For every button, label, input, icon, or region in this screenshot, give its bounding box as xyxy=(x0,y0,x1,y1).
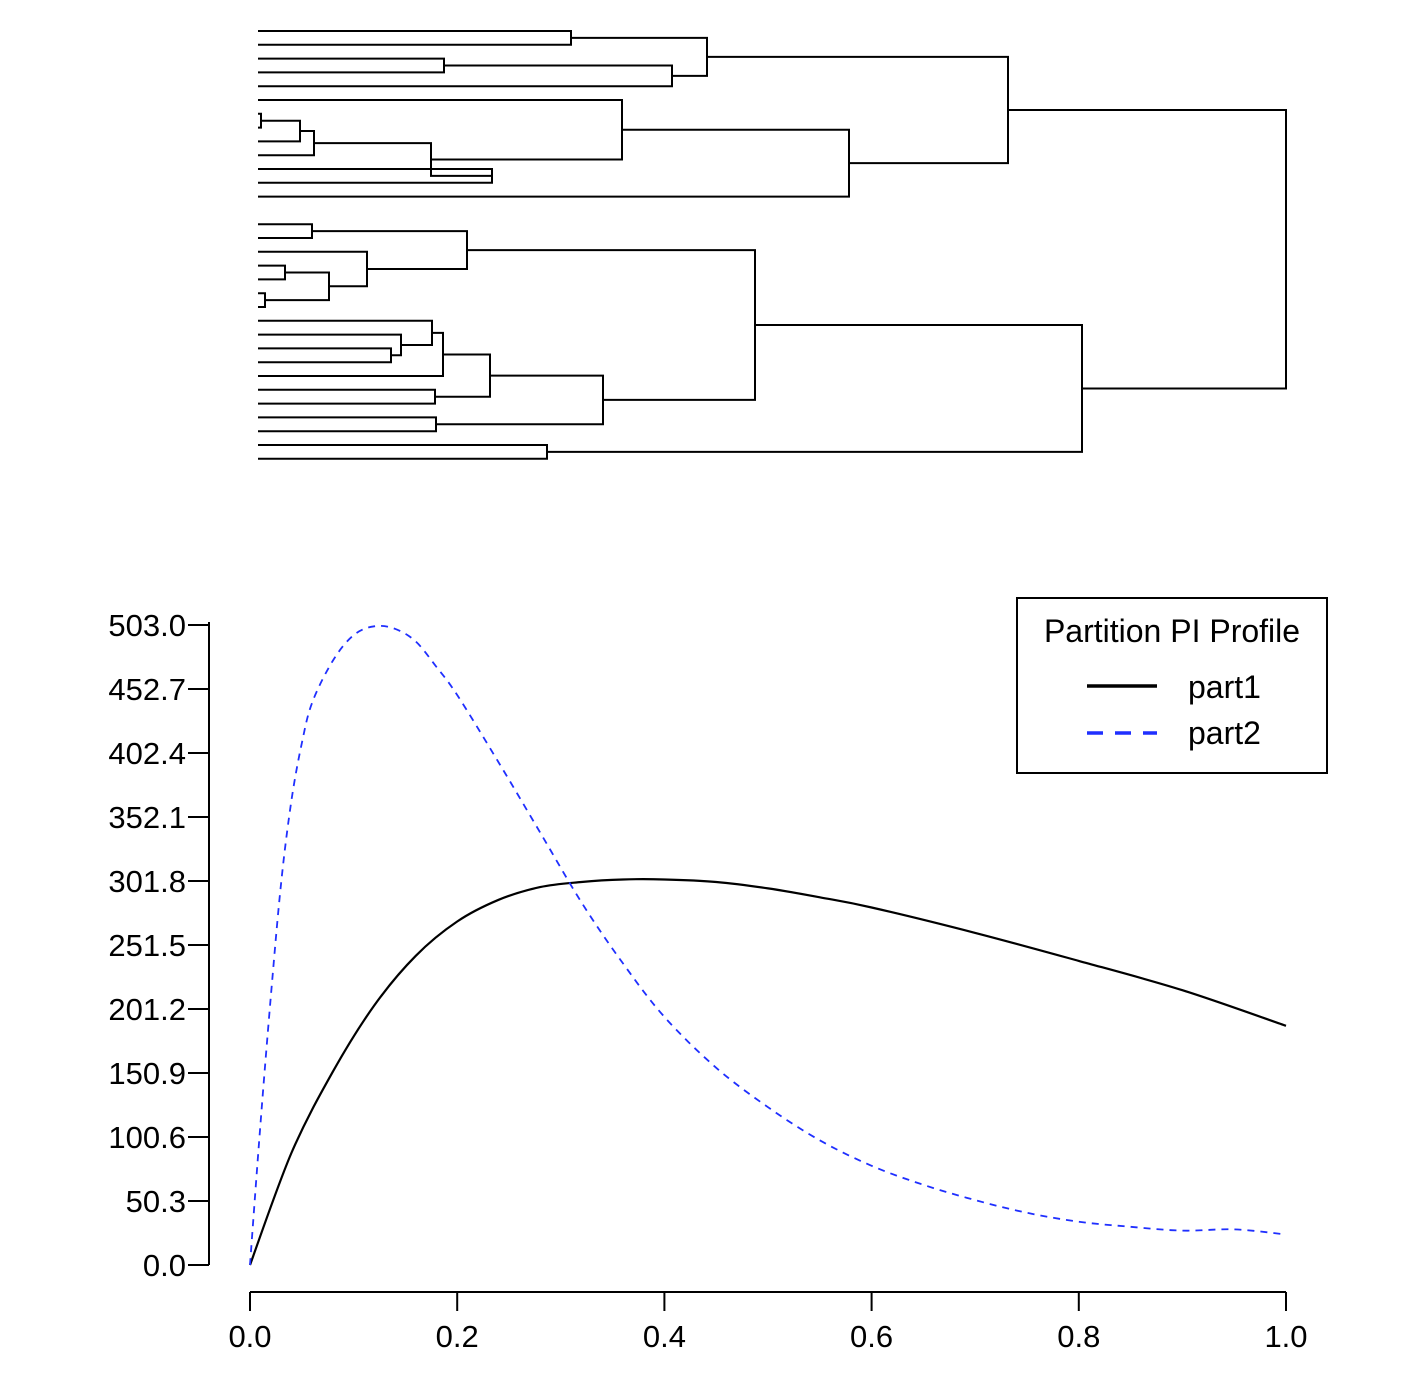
dendrogram-branch xyxy=(258,250,368,288)
legend: Partition PI Profile part1 part2 xyxy=(1016,597,1328,774)
series-line-part2 xyxy=(249,624,1287,1266)
dendrogram-branch xyxy=(707,55,1009,165)
dendrogram-branch xyxy=(258,128,850,198)
x-tick-label: 0.8 xyxy=(1057,1319,1100,1354)
y-axis-ticks: 0.0 50.3 100.6 150.9 201.2 251.5 301.8 352.1 402… xyxy=(108,608,209,1283)
legend-box xyxy=(1016,597,1328,774)
dendrogram xyxy=(258,30,1287,460)
line-chart: 0.0 50.3 100.6 150.9 201.2 251.5 301.8 352.1 402… xyxy=(108,597,1328,1354)
dendrogram-branch xyxy=(547,324,1083,453)
series-layer xyxy=(248,624,1287,1266)
legend-label-part1: part1 xyxy=(1188,669,1261,705)
dendrogram-branch xyxy=(258,57,445,74)
y-tick-label: 452.7 xyxy=(108,672,186,707)
dendrogram-branch xyxy=(258,64,673,88)
x-tick-label: 0.4 xyxy=(643,1319,686,1354)
dendrogram-branch xyxy=(258,112,262,129)
legend-title: Partition PI Profile xyxy=(1044,613,1300,649)
y-tick-label: 50.3 xyxy=(126,1184,186,1219)
legend-label-part2: part2 xyxy=(1188,715,1261,751)
dendrogram-branch xyxy=(258,130,315,157)
dendrogram-branch xyxy=(1008,109,1287,390)
dendrogram-branch xyxy=(265,271,330,302)
dendrogram-branch xyxy=(436,374,604,426)
y-tick-label: 402.4 xyxy=(108,736,186,771)
dendrogram-branch xyxy=(258,416,437,433)
dendrogram-branch xyxy=(258,223,313,239)
dendrogram-branch xyxy=(258,388,436,405)
dendrogram-branch xyxy=(571,36,708,77)
dendrogram-branch xyxy=(258,347,392,364)
y-tick-label: 352.1 xyxy=(108,800,186,835)
dendrogram-branch xyxy=(312,230,468,271)
series-line-part1 xyxy=(248,878,1287,1266)
y-tick-label: 251.5 xyxy=(108,928,186,963)
x-tick-label: 1.0 xyxy=(1264,1319,1307,1354)
y-tick-label: 301.8 xyxy=(108,864,186,899)
y-tick-label: 150.9 xyxy=(108,1056,186,1091)
dendrogram-branch xyxy=(258,99,623,161)
dendrogram-branch xyxy=(258,331,444,377)
dendrogram-branch xyxy=(258,264,286,281)
x-tick-label: 0.2 xyxy=(436,1319,479,1354)
dendrogram-branch xyxy=(258,444,548,460)
dendrogram-branch xyxy=(258,292,266,308)
x-axis-ticks: 0.0 0.2 0.4 0.6 0.8 1.0 xyxy=(228,1292,1308,1354)
dendrogram-branch xyxy=(258,119,301,143)
x-tick-label: 0.0 xyxy=(228,1319,271,1354)
dendrogram-branch xyxy=(258,319,433,346)
x-tick-label: 0.6 xyxy=(850,1319,893,1354)
dendrogram-branch xyxy=(258,30,572,46)
y-tick-label: 0.0 xyxy=(143,1248,186,1283)
y-tick-label: 503.0 xyxy=(108,608,186,643)
dendrogram-branch xyxy=(258,333,402,357)
y-tick-label: 100.6 xyxy=(108,1120,186,1155)
dendrogram-branch xyxy=(467,249,756,401)
y-tick-label: 201.2 xyxy=(108,992,186,1027)
